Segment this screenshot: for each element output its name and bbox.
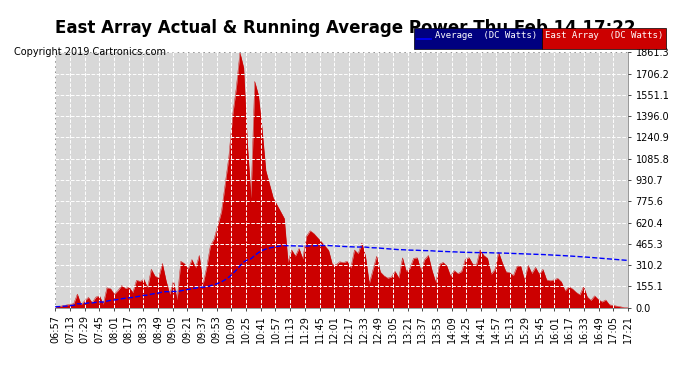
Text: Average  (DC Watts): Average (DC Watts)	[435, 31, 537, 40]
Text: Copyright 2019 Cartronics.com: Copyright 2019 Cartronics.com	[14, 47, 166, 57]
Text: East Array  (DC Watts): East Array (DC Watts)	[545, 31, 663, 40]
Text: East Array Actual & Running Average Power Thu Feb 14 17:22: East Array Actual & Running Average Powe…	[55, 19, 635, 37]
